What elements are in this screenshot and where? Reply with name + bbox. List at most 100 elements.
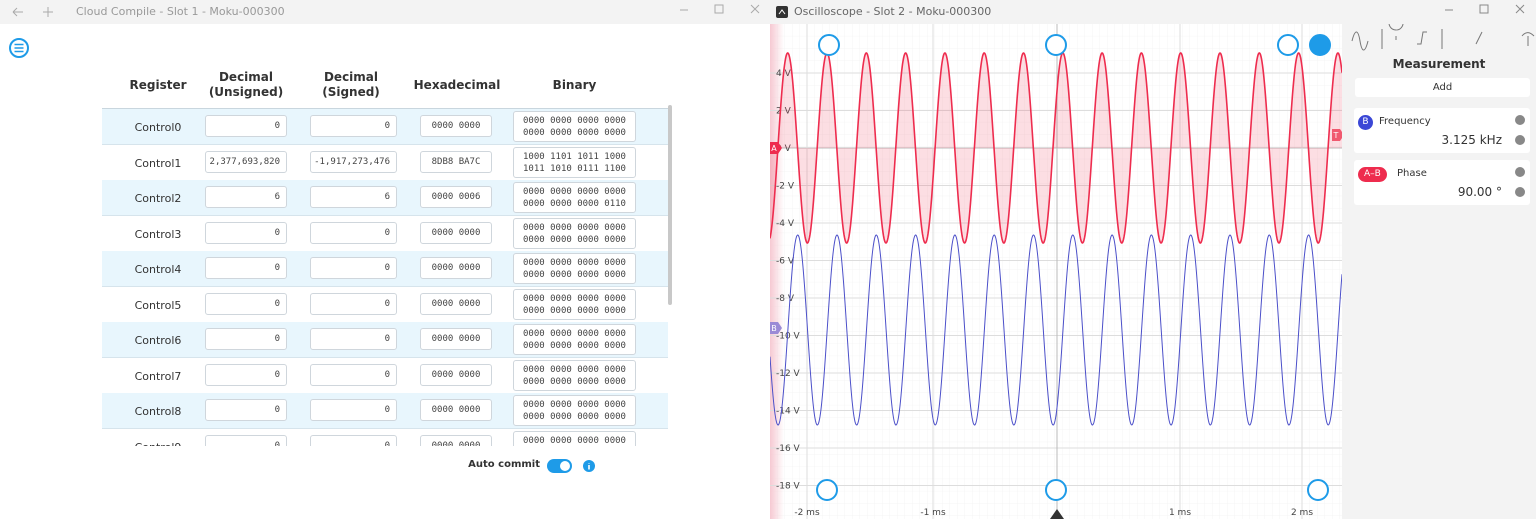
register-name: Control2 <box>102 192 214 205</box>
header-line: Register <box>102 78 214 93</box>
binary-input[interactable]: 0000 0000 0000 00000000 0000 0000 0000 <box>513 395 636 426</box>
hex-input[interactable]: 0000 0000 <box>420 364 492 386</box>
unsigned-input[interactable]: 0 <box>205 257 287 279</box>
panel-tabs[interactable] <box>1342 24 1536 52</box>
pause-button[interactable] <box>1046 480 1066 500</box>
remove-button[interactable] <box>1515 167 1525 177</box>
hex-input[interactable]: 0000 0000 <box>420 222 492 244</box>
table-row: Control0000000 00000000 0000 0000 000000… <box>102 109 668 145</box>
table-row: Control12,377,693,820-1,917,273,4768DB8 … <box>102 145 668 181</box>
auto-commit-toggle[interactable] <box>546 457 601 475</box>
wave-button[interactable] <box>1308 480 1328 500</box>
signed-input[interactable]: 0 <box>310 328 397 350</box>
window-controls[interactable] <box>675 0 770 24</box>
y-label: -16 V <box>776 444 801 454</box>
register-name: Control3 <box>102 228 214 241</box>
binary-line: 0000 0000 0000 0000 <box>514 234 635 246</box>
window-controls[interactable] <box>1440 0 1535 24</box>
trigger-marker-label: T <box>1333 131 1339 140</box>
settings-button[interactable] <box>1310 35 1330 55</box>
y-label: -2 V <box>776 182 795 192</box>
zoom-button[interactable] <box>1278 35 1298 55</box>
hex-input[interactable]: 0000 0000 <box>420 293 492 315</box>
header-line: (Unsigned) <box>202 85 290 100</box>
binary-input[interactable]: 0000 0000 0000 00000000 0000 0000 0000 <box>513 289 636 320</box>
signed-input[interactable]: 0 <box>310 399 397 421</box>
table-row: Control8000000 00000000 0000 0000 000000… <box>102 393 668 429</box>
x-label: 1 ms <box>1169 508 1191 518</box>
binary-input[interactable]: 0000 0000 0000 00000000 0000 0000 0000 <box>513 360 636 391</box>
measurement-name: Phase <box>1397 168 1427 179</box>
unsigned-input[interactable]: 0 <box>205 364 287 386</box>
scrollbar[interactable] <box>668 105 672 305</box>
unsigned-input[interactable]: 0 <box>205 115 287 137</box>
register-name: Control7 <box>102 370 214 383</box>
add-button[interactable]: Add <box>1355 78 1530 97</box>
binary-line: 0000 0000 0000 0000 <box>514 305 635 317</box>
x-label: 2 ms <box>1291 508 1313 518</box>
signed-input[interactable]: 0 <box>310 257 397 279</box>
binary-input[interactable]: 0000 0000 0000 00000000 0000 0000 0110 <box>513 182 636 213</box>
binary-input[interactable]: 0000 0000 0000 00000000 0000 0000 0000 <box>513 431 636 447</box>
unsigned-input[interactable]: 2,377,693,820 <box>205 151 287 173</box>
register-name: Control4 <box>102 263 214 276</box>
signed-input[interactable]: 0 <box>310 115 397 137</box>
y-label: -14 V <box>776 407 801 417</box>
unsigned-input[interactable]: 0 <box>205 435 287 447</box>
binary-line: 0000 0000 0000 0000 <box>514 269 635 281</box>
signed-input[interactable]: -1,917,273,476 <box>310 151 397 173</box>
unsigned-input[interactable]: 0 <box>205 328 287 350</box>
nav-icons[interactable] <box>0 0 70 24</box>
binary-input[interactable]: 0000 0000 0000 00000000 0000 0000 0000 <box>513 324 636 355</box>
title-bar: Oscilloscope - Slot 2 - Moku-000300 <box>770 0 1536 24</box>
signed-input[interactable]: 0 <box>310 222 397 244</box>
register-name: Control8 <box>102 405 214 418</box>
table-body: Control0000000 00000000 0000 0000 000000… <box>102 109 668 446</box>
y-label: -8 V <box>776 294 795 304</box>
signed-input[interactable]: 0 <box>310 364 397 386</box>
hex-input[interactable]: 0000 0000 <box>420 115 492 137</box>
unsigned-input[interactable]: 6 <box>205 186 287 208</box>
y-label: -12 V <box>776 369 801 379</box>
window-title: Oscilloscope - Slot 2 - Moku-000300 <box>794 0 991 24</box>
grid-button[interactable] <box>817 480 837 500</box>
measurement-card: A–BPhase90.00 ° <box>1354 160 1530 205</box>
app-icon <box>775 5 789 19</box>
binary-line: 0000 0000 0000 0000 <box>514 293 635 305</box>
binary-input[interactable]: 0000 0000 0000 00000000 0000 0000 0000 <box>513 218 636 249</box>
measurement-name: Frequency <box>1379 116 1431 127</box>
side-panel: Measurement Add BFrequency3.125 kHzA–BPh… <box>1342 24 1536 519</box>
hex-input[interactable]: 0000 0000 <box>420 435 492 447</box>
channel-badge: A–B <box>1358 167 1387 182</box>
y-label: -6 V <box>776 257 795 267</box>
binary-line: 0000 0000 0000 0000 <box>514 115 635 127</box>
unsigned-input[interactable]: 0 <box>205 293 287 315</box>
header-line: Decimal <box>307 70 395 85</box>
binary-input[interactable]: 1000 1101 1011 10001011 1010 0111 1100 <box>513 147 636 178</box>
unsigned-input[interactable]: 0 <box>205 222 287 244</box>
register-name: Control5 <box>102 299 214 312</box>
channel-a-marker-label: A <box>771 144 777 153</box>
remove-button[interactable] <box>1515 115 1525 125</box>
hex-input[interactable]: 0000 0000 <box>420 328 492 350</box>
menu-button[interactable] <box>8 37 30 59</box>
hex-input[interactable]: 0000 0006 <box>420 186 492 208</box>
dropdown-button[interactable] <box>1515 135 1525 145</box>
measurement-value: 3.125 kHz <box>1442 133 1502 147</box>
hex-input[interactable]: 0000 0000 <box>420 257 492 279</box>
binary-line: 0000 0000 0000 0000 <box>514 257 635 269</box>
binary-input[interactable]: 0000 0000 0000 00000000 0000 0000 0000 <box>513 111 636 142</box>
hex-input[interactable]: 0000 0000 <box>420 399 492 421</box>
binary-line: 0000 0000 0000 0000 <box>514 222 635 234</box>
header-line: Hexadecimal <box>407 78 507 93</box>
signed-input[interactable]: 0 <box>310 293 397 315</box>
signed-input[interactable]: 6 <box>310 186 397 208</box>
measurement-card: BFrequency3.125 kHz <box>1354 108 1530 153</box>
menu-button[interactable] <box>819 35 839 55</box>
unsigned-input[interactable]: 0 <box>205 399 287 421</box>
binary-input[interactable]: 0000 0000 0000 00000000 0000 0000 0000 <box>513 253 636 284</box>
signed-input[interactable]: 0 <box>310 435 397 447</box>
dropdown-button[interactable] <box>1515 187 1525 197</box>
cloud-button[interactable] <box>1046 35 1066 55</box>
hex-input[interactable]: 8DB8 BA7C <box>420 151 492 173</box>
